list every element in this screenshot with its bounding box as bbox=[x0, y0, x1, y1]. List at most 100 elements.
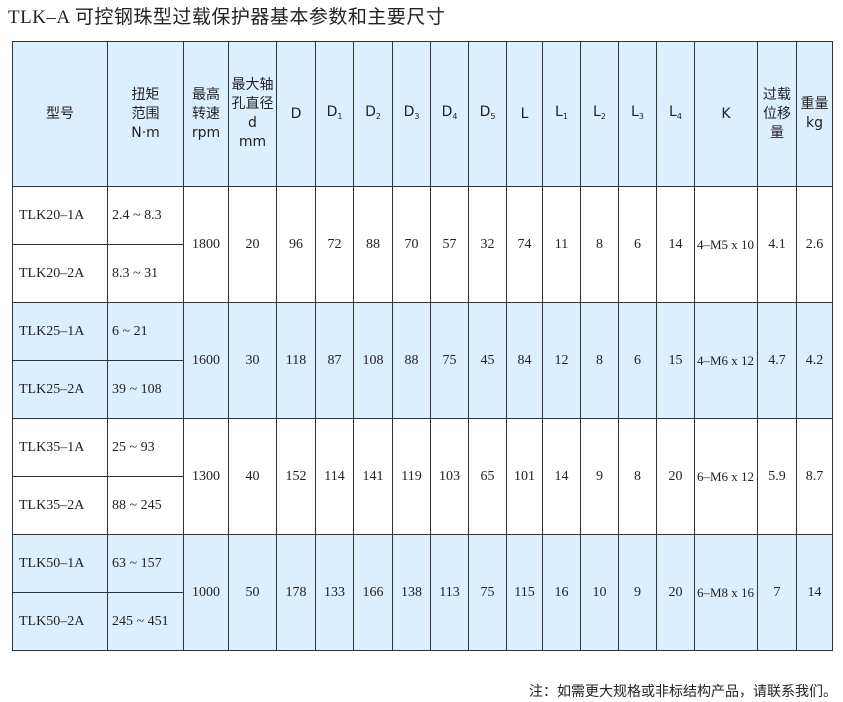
cell-value: 74 bbox=[506, 186, 543, 303]
cell-torque-range: 6 ~ 21 bbox=[107, 302, 184, 361]
cell-value: 30 bbox=[228, 302, 277, 419]
parameter-table: 型号 扭矩 范围 N·m 最高 转速 rpm 最大轴 孔直径 d mm D D1 D2 D3 … bbox=[12, 41, 833, 651]
cell-value: 9 bbox=[618, 534, 657, 651]
cell-model: TLK25–2A bbox=[12, 360, 108, 419]
cell-value: 4–M5 x 10 bbox=[694, 186, 758, 303]
cell-value: 20 bbox=[656, 534, 695, 651]
header-L3: L3 bbox=[618, 41, 657, 187]
cell-value: 8.7 bbox=[796, 418, 833, 535]
cell-value: 40 bbox=[228, 418, 277, 535]
cell-value: 1000 bbox=[183, 534, 229, 651]
cell-value: 50 bbox=[228, 534, 277, 651]
cell-value: 4–M6 x 12 bbox=[694, 302, 758, 419]
cell-value: 12 bbox=[542, 302, 581, 419]
header-L: L bbox=[506, 41, 543, 187]
table-row: TLK25–1A 6 ~ 21 1600 30 118 87 108 88 75 45 84 12 8 6… bbox=[12, 302, 833, 419]
cell-value: 20 bbox=[656, 418, 695, 535]
cell-value: 8 bbox=[580, 302, 619, 419]
page-title: TLK–A 可控钢珠型过载保护器基本参数和主要尺寸 bbox=[8, 7, 446, 28]
cell-value: 14 bbox=[656, 186, 695, 303]
cell-value: 166 bbox=[353, 534, 393, 651]
cell-value: 65 bbox=[468, 418, 507, 535]
cell-value: 8 bbox=[580, 186, 619, 303]
cell-value: 88 bbox=[392, 302, 431, 419]
cell-value: 141 bbox=[353, 418, 393, 535]
cell-value: 178 bbox=[276, 534, 316, 651]
cell-value: 45 bbox=[468, 302, 507, 419]
cell-value: 11 bbox=[542, 186, 581, 303]
table-row: TLK35–2A 88 ~ 245 bbox=[12, 476, 833, 535]
cell-value: 119 bbox=[392, 418, 431, 535]
cell-torque-range: 2.4 ~ 8.3 bbox=[107, 186, 184, 245]
cell-model: TLK50–1A bbox=[12, 534, 108, 593]
table-row: TLK35–1A 25 ~ 93 1300 40 152 114 141 119 103 65 10… bbox=[12, 418, 833, 535]
cell-model: TLK35–1A bbox=[12, 418, 108, 477]
header-L1: L1 bbox=[542, 41, 581, 187]
cell-model: TLK20–2A bbox=[12, 244, 108, 303]
header-D2: D2 bbox=[353, 41, 393, 187]
cell-value: 101 bbox=[506, 418, 543, 535]
header-speed: 最高 转速 rpm bbox=[183, 41, 229, 187]
cell-value: 118 bbox=[276, 302, 316, 419]
cell-value: 57 bbox=[430, 186, 469, 303]
header-D4: D4 bbox=[430, 41, 469, 187]
footnote: 注：如需更大规格或非标结构产品，请联系我们。 bbox=[529, 685, 837, 700]
cell-torque-range: 63 ~ 157 bbox=[107, 534, 184, 593]
header-torque: 扭矩 范围 N·m bbox=[107, 41, 184, 187]
header-D5: D5 bbox=[468, 41, 507, 187]
cell-value: 152 bbox=[276, 418, 316, 535]
cell-value: 4.7 bbox=[757, 302, 797, 419]
cell-value: 108 bbox=[353, 302, 393, 419]
cell-value: 133 bbox=[315, 534, 354, 651]
cell-value: 4.1 bbox=[757, 186, 797, 303]
cell-value: 84 bbox=[506, 302, 543, 419]
cell-value: 1800 bbox=[183, 186, 229, 303]
cell-value: 9 bbox=[580, 418, 619, 535]
cell-value: 75 bbox=[468, 534, 507, 651]
header-K: K bbox=[694, 41, 758, 187]
table-row: TLK25–2A 39 ~ 108 bbox=[12, 360, 833, 419]
cell-torque-range: 8.3 ~ 31 bbox=[107, 244, 184, 303]
cell-value: 6–M8 x 16 bbox=[694, 534, 758, 651]
table-row: TLK20–1A 2.4 ~ 8.3 1800 20 96 72 88 70 57 32 74 11 8… bbox=[12, 186, 833, 303]
cell-value: 14 bbox=[796, 534, 833, 651]
cell-model: TLK25–1A bbox=[12, 302, 108, 361]
header-L2: L2 bbox=[580, 41, 619, 187]
cell-value: 6 bbox=[618, 186, 657, 303]
cell-torque-range: 245 ~ 451 bbox=[107, 592, 184, 651]
cell-model: TLK35–2A bbox=[12, 476, 108, 535]
header-row: 型号 扭矩 范围 N·m 最高 转速 rpm 最大轴 孔直径 d mm D D1 D2 D3 … bbox=[12, 41, 833, 187]
cell-value: 2.6 bbox=[796, 186, 833, 303]
header-displacement: 过载 位移量 bbox=[757, 41, 797, 187]
header-D1: D1 bbox=[315, 41, 354, 187]
cell-value: 96 bbox=[276, 186, 316, 303]
cell-torque-range: 39 ~ 108 bbox=[107, 360, 184, 419]
cell-value: 20 bbox=[228, 186, 277, 303]
cell-value: 70 bbox=[392, 186, 431, 303]
header-L4: L4 bbox=[656, 41, 695, 187]
table-row: TLK20–2A 8.3 ~ 31 bbox=[12, 244, 833, 303]
cell-value: 1600 bbox=[183, 302, 229, 419]
cell-value: 113 bbox=[430, 534, 469, 651]
cell-value: 87 bbox=[315, 302, 354, 419]
cell-torque-range: 88 ~ 245 bbox=[107, 476, 184, 535]
header-model: 型号 bbox=[12, 41, 108, 187]
cell-value: 4.2 bbox=[796, 302, 833, 419]
cell-value: 75 bbox=[430, 302, 469, 419]
cell-value: 5.9 bbox=[757, 418, 797, 535]
header-weight: 重量 kg bbox=[796, 41, 833, 187]
cell-value: 6 bbox=[618, 302, 657, 419]
cell-model: TLK20–1A bbox=[12, 186, 108, 245]
cell-value: 103 bbox=[430, 418, 469, 535]
cell-value: 1300 bbox=[183, 418, 229, 535]
cell-value: 114 bbox=[315, 418, 354, 535]
cell-value: 16 bbox=[542, 534, 581, 651]
cell-value: 72 bbox=[315, 186, 354, 303]
cell-value: 88 bbox=[353, 186, 393, 303]
cell-value: 32 bbox=[468, 186, 507, 303]
cell-value: 7 bbox=[757, 534, 797, 651]
cell-value: 14 bbox=[542, 418, 581, 535]
cell-value: 138 bbox=[392, 534, 431, 651]
header-bore: 最大轴 孔直径 d mm bbox=[228, 41, 277, 187]
header-D: D bbox=[276, 41, 316, 187]
